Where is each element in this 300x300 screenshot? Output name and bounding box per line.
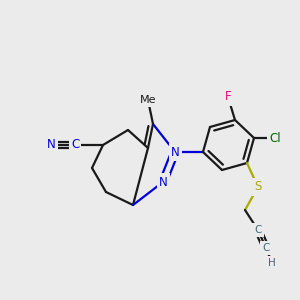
Text: C: C xyxy=(262,243,270,253)
Text: S: S xyxy=(254,181,262,194)
Text: N: N xyxy=(171,146,179,158)
Text: C: C xyxy=(254,225,262,235)
Text: N: N xyxy=(46,139,56,152)
Text: Me: Me xyxy=(140,95,156,105)
Text: C: C xyxy=(71,139,79,152)
Text: F: F xyxy=(225,91,231,103)
Text: N: N xyxy=(159,176,167,188)
Text: Cl: Cl xyxy=(269,131,281,145)
Text: H: H xyxy=(268,258,276,268)
